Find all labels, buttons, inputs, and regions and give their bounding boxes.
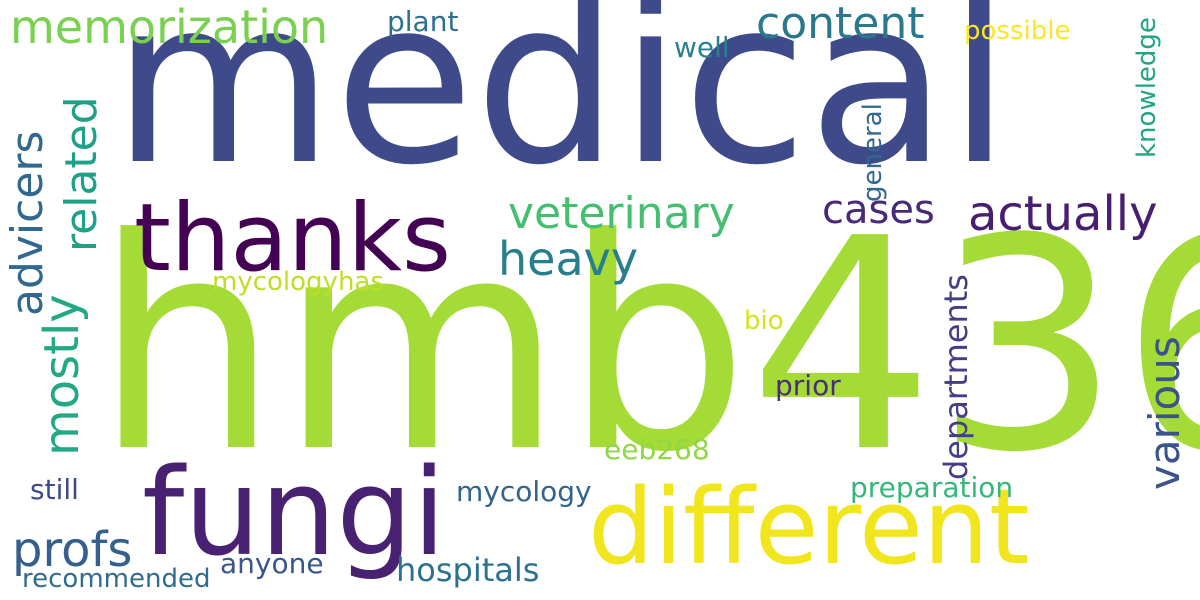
word-various: various [1140, 336, 1189, 490]
word-bio: bio [744, 306, 784, 336]
word-preparation: preparation [850, 471, 1014, 504]
word-departments: departments [937, 274, 975, 480]
word-plant: plant [387, 5, 459, 38]
word-well: well [674, 31, 730, 64]
word-cases: cases [822, 187, 935, 233]
word-recommended: recommended [22, 564, 211, 594]
word-related: related [56, 96, 107, 252]
word-medical: medical [112, 0, 1011, 215]
word-different: different [588, 466, 1030, 588]
word-general: general [858, 103, 888, 202]
word-veterinary: veterinary [508, 188, 735, 239]
word-hmb436: hmb436 [94, 176, 1200, 516]
word-mycology: mycology [456, 475, 592, 508]
word-knowledge: knowledge [1132, 17, 1162, 158]
word-anyone: anyone [220, 547, 324, 580]
word-prior: prior [775, 369, 841, 402]
word-content: content [756, 0, 925, 49]
word-fungi: fungi [142, 444, 446, 583]
word-profs: profs [12, 522, 133, 578]
word-mycologyhas: mycologyhas [212, 267, 384, 297]
word-advicers: advicers [2, 130, 53, 316]
word-actually: actually [968, 186, 1158, 242]
word-memorization: memorization [10, 0, 329, 54]
word-heavy: heavy [498, 232, 639, 286]
word-possible: possible [964, 16, 1071, 46]
word-thanks: thanks [134, 184, 452, 293]
word-mostly: mostly [34, 294, 90, 456]
word-still: still [30, 473, 79, 506]
word-hospitals: hospitals [396, 551, 540, 589]
word-eeb268: eeb268 [604, 433, 710, 466]
